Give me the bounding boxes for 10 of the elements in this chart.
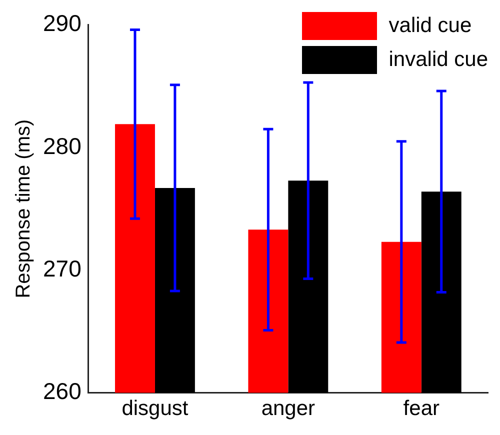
x-tick-label: anger xyxy=(261,397,316,420)
legend-label: valid cue xyxy=(388,14,472,38)
legend-label: invalid cue xyxy=(388,48,488,72)
y-tick-label: 270 xyxy=(43,255,82,282)
y-tick-label: 260 xyxy=(43,378,82,404)
y-tick-label: 290 xyxy=(43,10,82,36)
x-tick-label: fear xyxy=(403,397,440,420)
y-axis-title: Response time (ms) xyxy=(12,119,35,298)
x-tick-label: disgust xyxy=(122,397,188,420)
y-tick-label: 280 xyxy=(43,132,82,159)
